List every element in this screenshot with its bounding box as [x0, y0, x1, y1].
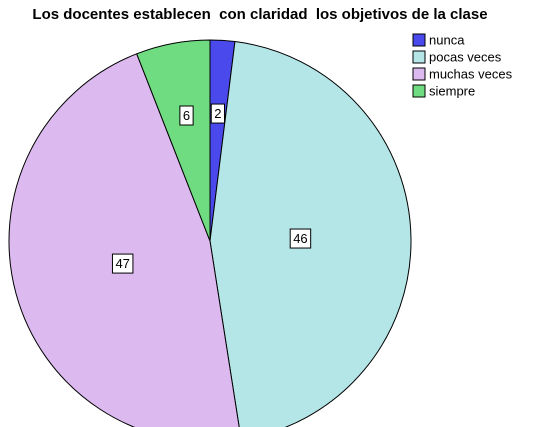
pie-slice	[8, 53, 240, 427]
legend-label: muchas veces	[429, 66, 513, 81]
data-label-box	[210, 103, 225, 124]
legend-label: siempre	[429, 83, 475, 98]
data-label: 47	[115, 256, 129, 271]
legend-swatch	[412, 33, 426, 47]
data-label: 46	[293, 231, 307, 246]
legend-swatch	[412, 50, 426, 64]
chart-title: Los docentes establecen con claridad los…	[32, 6, 488, 23]
legend-label: pocas veces	[429, 49, 502, 64]
legend-swatch	[412, 84, 426, 98]
data-label: 2	[214, 106, 221, 121]
pie-slice	[136, 39, 211, 242]
data-label-box	[111, 253, 134, 274]
data-label-box	[179, 105, 194, 126]
legend-swatch	[412, 67, 426, 81]
data-label-box	[289, 228, 312, 249]
data-label: 6	[183, 108, 190, 123]
legend-label: nunca	[429, 32, 465, 47]
